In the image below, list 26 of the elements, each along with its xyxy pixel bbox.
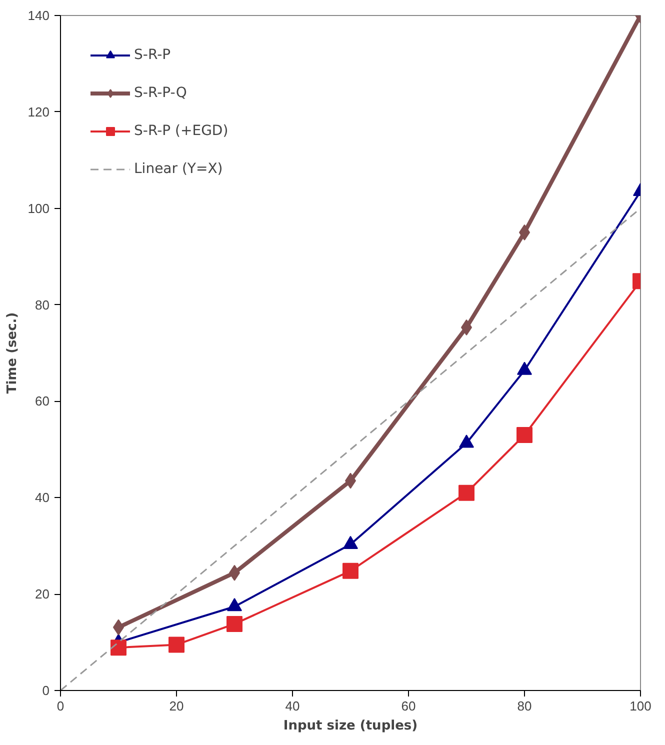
point	[226, 616, 242, 632]
point	[342, 562, 358, 579]
x-tick-label: 20	[169, 698, 184, 714]
point	[168, 636, 184, 653]
y-tick-label: 20	[35, 586, 50, 602]
y-tick-label: 80	[35, 297, 50, 312]
y-tick-label: 0	[42, 683, 50, 698]
y-tick-label: 100	[28, 200, 50, 216]
x-tick-label: 40	[285, 698, 300, 714]
point	[110, 640, 126, 656]
x-tick-label: 0	[56, 698, 64, 714]
y-tick-label: 40	[35, 490, 50, 506]
point	[458, 484, 474, 501]
legend-label: Linear (Y=X)	[134, 161, 223, 177]
point	[516, 426, 532, 443]
y-tick-label: 120	[28, 104, 50, 120]
x-tick-label: 80	[517, 698, 532, 714]
x-tick-label: 60	[401, 698, 416, 714]
legend-label: S-R-P-Q	[134, 85, 187, 101]
y-tick-label: 60	[35, 394, 50, 409]
legend-label: S-R-P	[134, 47, 171, 63]
x-axis-title: Input size (tuples)	[283, 718, 418, 734]
y-axis-title: Time (sec.)	[4, 312, 20, 394]
legend-label: S-R-P (+EGD)	[134, 123, 228, 139]
x-tick-label: 100	[630, 698, 652, 714]
y-tick-label: 140	[28, 8, 50, 23]
